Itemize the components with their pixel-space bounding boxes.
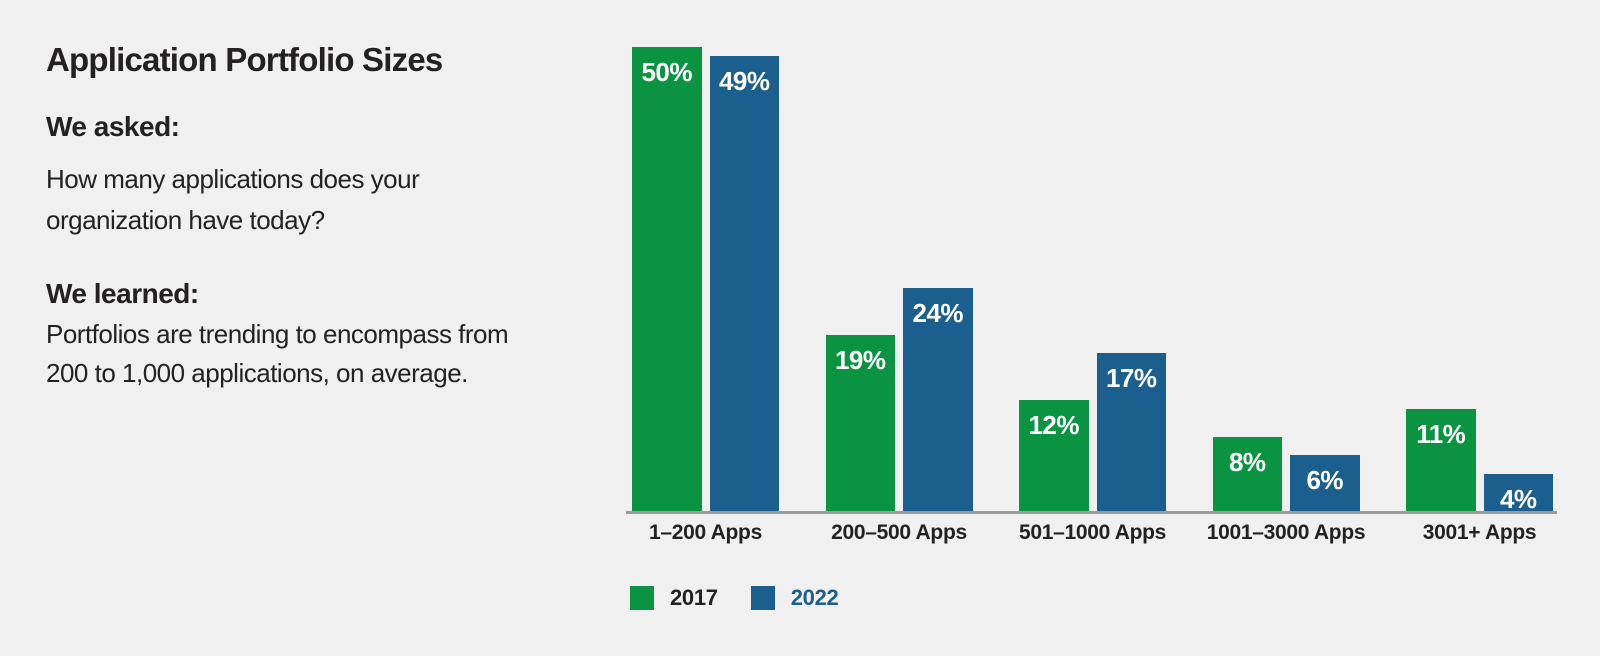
we-asked-line-2: organization have today?	[46, 205, 325, 235]
chart-legend: 2017 2022	[630, 585, 872, 611]
we-learned-line-2: 200 to 1,000 applications, on average.	[46, 358, 468, 388]
2017-bar: 12%	[1019, 400, 1089, 511]
legend-label-2017: 2017	[670, 585, 718, 610]
2022-bar: 6%	[1290, 455, 1360, 511]
we-learned-text: Portfolios are trending to encompass fro…	[46, 315, 509, 393]
bar-value-label: 50%	[641, 57, 693, 87]
x-axis-line	[626, 511, 1557, 514]
bar-value-label: 8%	[1228, 447, 1266, 477]
we-asked-line-1: How many applications does your	[46, 164, 420, 194]
2017-bar: 50%	[632, 47, 702, 511]
we-learned-heading: We learned:	[46, 278, 199, 309]
we-learned-line-1: Portfolios are trending to encompass fro…	[46, 319, 509, 349]
2022-bar: 17%	[1096, 353, 1166, 511]
2022-bar: 49%	[709, 56, 779, 511]
x-axis-label: 501–1000 Apps	[1018, 521, 1167, 544]
bar-value-label: 19%	[834, 345, 886, 375]
we-asked-text: How many applications does your organiza…	[46, 159, 420, 241]
x-axis-label: 1–200 Apps	[649, 521, 762, 544]
2022-bar: 24%	[903, 288, 973, 511]
legend-swatch-2017	[630, 586, 654, 610]
chart-title: Application Portfolio Sizes	[46, 41, 443, 78]
x-axis-label: 3001+ Apps	[1422, 521, 1537, 544]
bar-value-label: 17%	[1105, 363, 1157, 393]
x-axis-label: 1001–3000 Apps	[1206, 521, 1366, 544]
2017-bar: 8%	[1212, 437, 1282, 511]
bar-value-label: 49%	[718, 66, 770, 96]
we-asked-heading: We asked:	[46, 111, 180, 142]
legend-label-2022: 2022	[790, 585, 839, 610]
bar-value-label: 12%	[1028, 410, 1080, 440]
bar-value-label: 4%	[1499, 484, 1537, 514]
bar-value-label: 11%	[1416, 419, 1466, 449]
2017-bar: 11%	[1406, 409, 1476, 511]
bar-value-label: 6%	[1306, 465, 1344, 495]
legend-swatch-2022	[750, 586, 775, 610]
bar-value-label: 24%	[912, 298, 964, 328]
2022-bar: 4%	[1483, 474, 1553, 514]
2017-bar: 19%	[825, 335, 895, 511]
x-axis-label: 200–500 Apps	[831, 521, 967, 544]
